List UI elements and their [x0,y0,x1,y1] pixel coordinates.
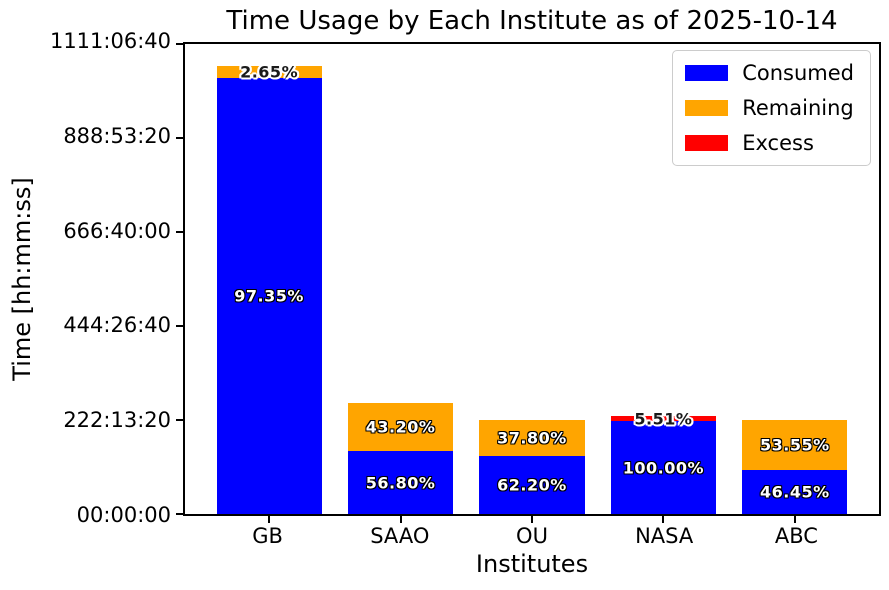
bar-segment-excess: 5.51% [610,409,716,428]
x-tick-mark [399,516,402,523]
y-tick-label: 222:13:20 [63,408,171,433]
x-tick-label: ABC [774,524,818,548]
y-tick-mark [176,136,183,139]
bar-segment-consumed: 46.45% [742,470,848,514]
plot-area: Consumed Remaining Excess 97.35% 2.65% 56.80… [176,42,881,523]
bar-ou: 62.20% 37.80% [479,420,585,514]
x-tick-mark [793,516,796,523]
bar-segment-remaining: 37.80% [479,420,585,456]
bar-label: 43.20% [365,417,436,437]
bar-label: 46.45% [760,482,830,502]
legend-entry-remaining: Remaining [685,96,854,120]
bar-label: 5.51% [634,409,693,429]
y-tick-label: 00:00:00 [76,503,171,527]
x-tick-label: NASA [635,524,694,548]
bar-gb: 97.35% 2.65% [216,63,322,514]
legend: Consumed Remaining Excess [672,50,871,166]
legend-label: Remaining [742,96,854,120]
legend-label: Excess [742,131,814,155]
y-tick-label: 444:26:40 [63,313,171,338]
legend-swatch-remaining-icon [685,100,729,116]
legend-entry-consumed: Consumed [685,61,854,85]
legend-label: Consumed [742,61,854,85]
legend-swatch-consumed-icon [685,65,729,81]
y-tick-label: 1111:06:40 [49,29,171,53]
y-tick-label: 888:53:20 [63,123,171,148]
legend-swatch-excess-icon [685,135,729,151]
y-tick-mark [176,325,183,327]
y-tick-mark [176,419,183,421]
bar-label: 37.80% [497,428,567,448]
bar-segment-consumed: 56.80% [347,451,454,514]
x-axis-label: Institutes [475,550,589,578]
y-tick-mark [176,513,183,515]
chart-title: Time Usage by Each Institute as of 2025-… [226,6,838,36]
y-tick-mark [176,230,183,233]
bar-abc: 46.45% 53.55% [742,420,848,514]
bar-label: 53.55% [760,435,830,455]
x-tick-mark [662,516,665,523]
bar-label: 56.80% [365,473,436,492]
bar-segment-remaining: 43.20% [347,403,454,451]
bar-label: 62.20% [497,475,567,495]
x-tick-label: OU [516,524,548,548]
bar-nasa: 100.00% 5.51% [610,409,716,514]
bar-label: 100.00% [622,458,705,478]
x-tick-label: GB [252,524,283,548]
bar-segment-remaining: 2.65% [216,63,322,82]
bar-segment-consumed: 62.20% [479,455,585,514]
bar-segment-consumed: 100.00% [610,421,716,514]
bar-label: 2.65% [240,62,299,82]
x-tick-mark [531,516,533,523]
bar-segment-consumed: 97.35% [216,77,322,514]
bar-saao: 56.80% 43.20% [347,403,454,514]
y-axis-label: Time [hh:mm:ss] [8,177,36,381]
bar-segment-remaining: 53.55% [742,420,848,471]
bar-label: 97.35% [234,286,304,306]
y-tick-mark [176,43,183,45]
legend-entry-excess: Excess [685,131,854,155]
y-tick-label: 666:40:00 [63,218,171,243]
x-tick-label: SAAO [370,524,430,548]
x-tick-mark [268,516,271,523]
